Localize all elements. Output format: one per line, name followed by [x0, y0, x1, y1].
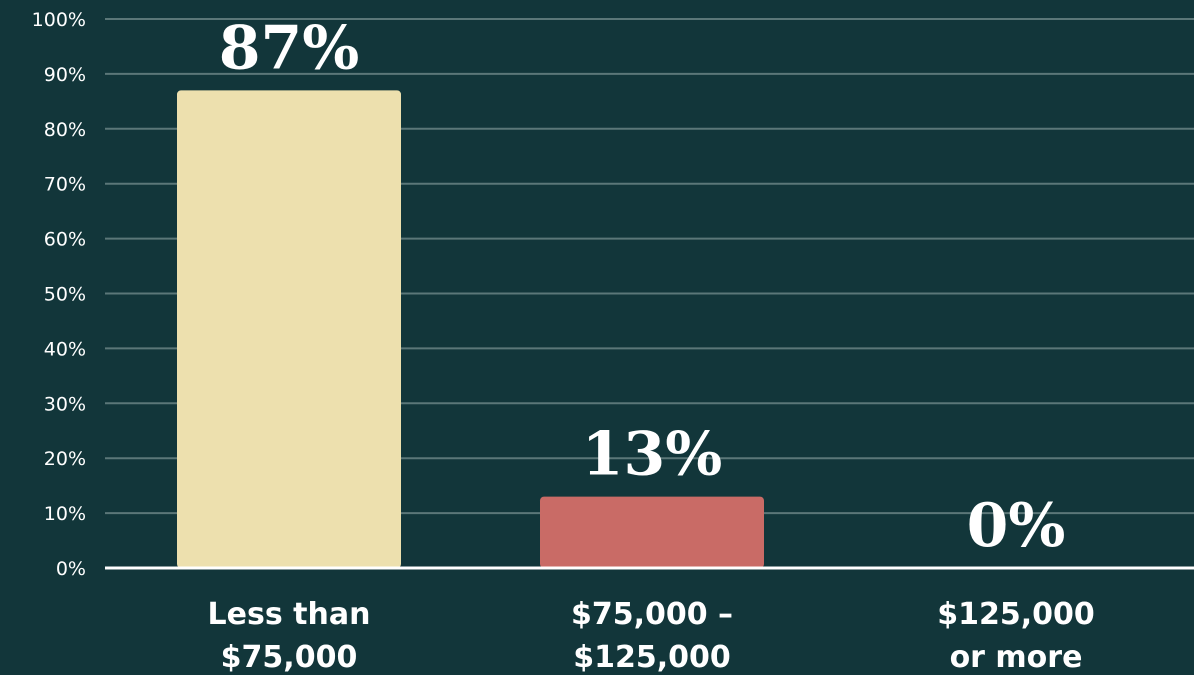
y-tick-label: 80%: [44, 119, 86, 141]
y-tick-label: 20%: [44, 448, 86, 470]
y-tick-label: 0%: [56, 558, 86, 580]
y-tick-label: 60%: [44, 229, 86, 251]
category-label: $75,000: [221, 640, 358, 675]
category-label: or more: [950, 640, 1083, 675]
y-tick-label: 50%: [44, 284, 86, 306]
category-label: $75,000 –: [571, 597, 733, 632]
bar: [540, 496, 764, 568]
category-label: Less than: [208, 597, 371, 632]
bar: [177, 90, 401, 569]
y-tick-label: 90%: [44, 64, 86, 86]
y-tick-label: 40%: [44, 338, 86, 360]
y-tick-label: 30%: [44, 393, 86, 415]
data-label: 0%: [967, 491, 1066, 561]
y-tick-label: 10%: [44, 503, 86, 525]
category-label: $125,000: [573, 640, 731, 675]
data-label: 13%: [582, 420, 723, 490]
category-label: $125,000: [937, 597, 1095, 632]
y-tick-label: 70%: [44, 174, 86, 196]
data-label: 87%: [219, 13, 360, 83]
y-tick-label: 100%: [32, 9, 86, 31]
